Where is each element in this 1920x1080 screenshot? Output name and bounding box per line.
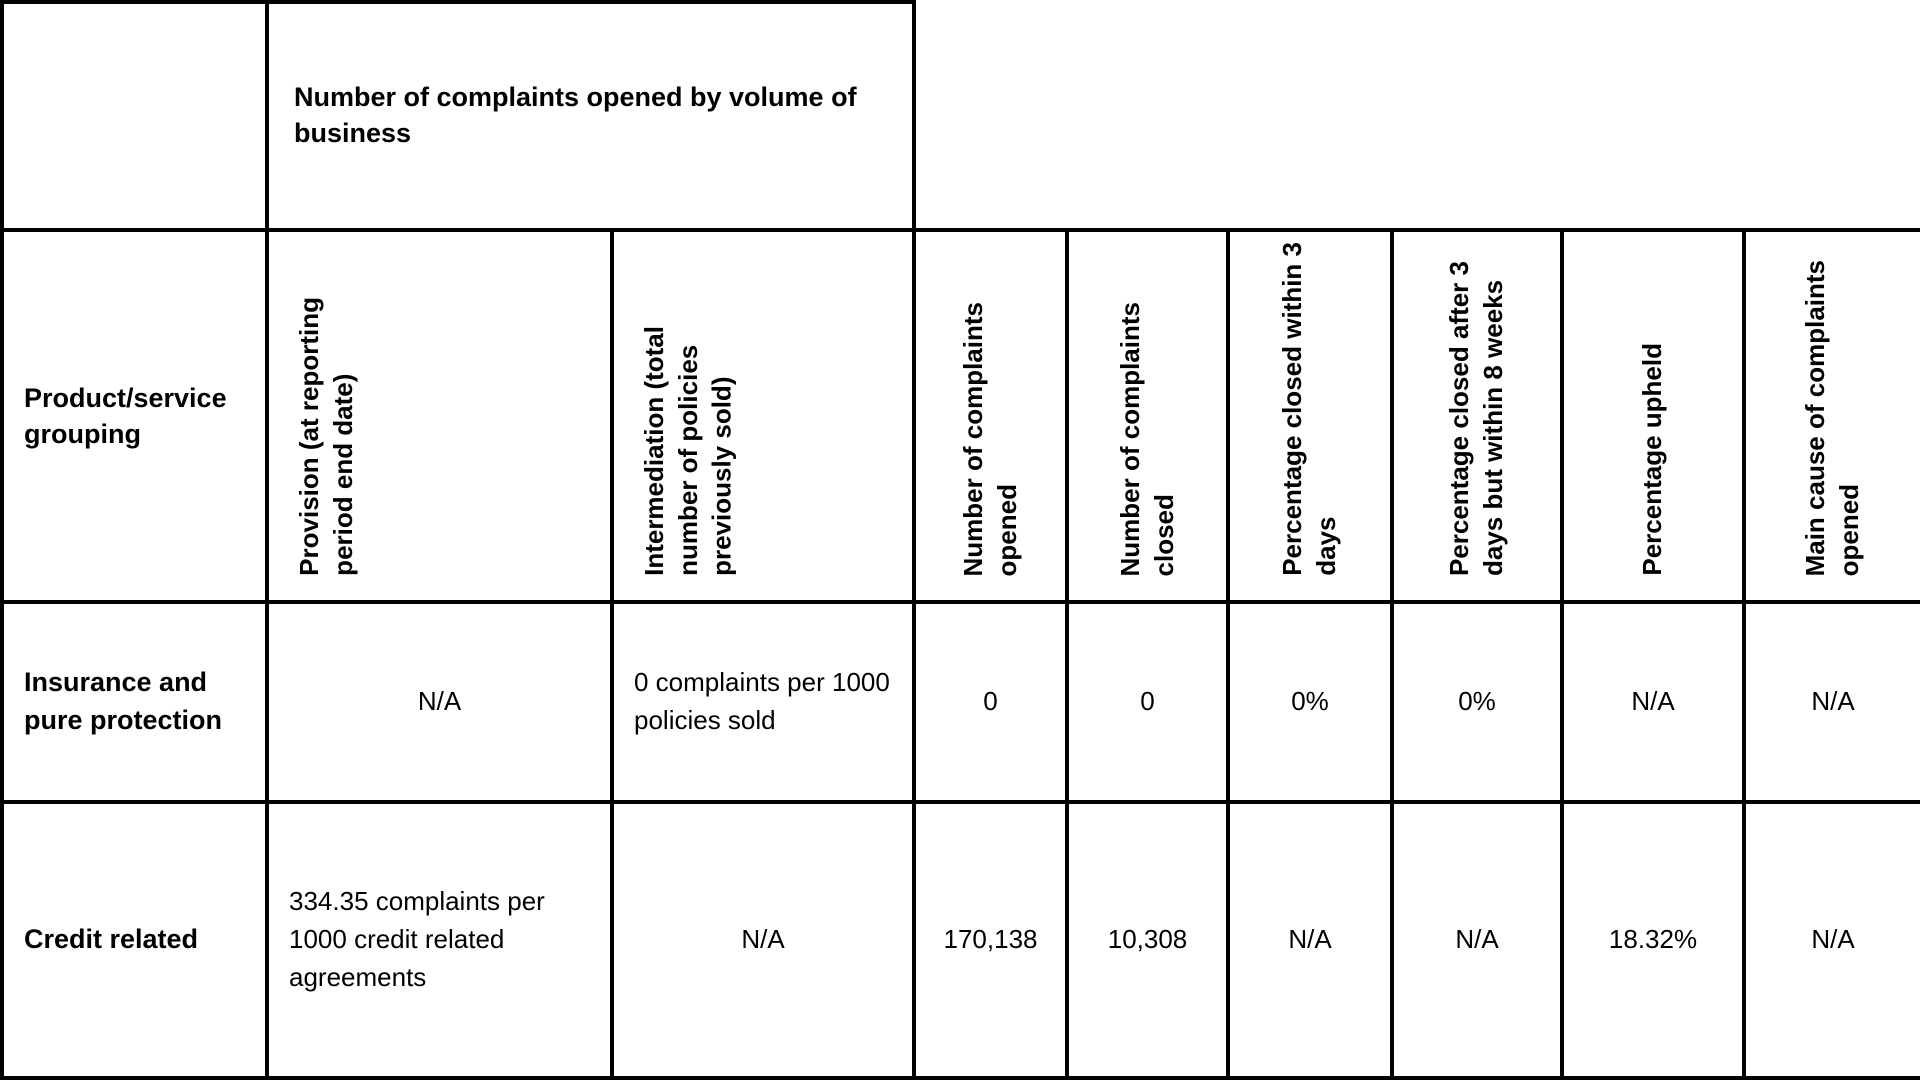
cell-insurance-intermediation: 0 complaints per 1000 policies sold xyxy=(610,600,916,804)
cell-insurance-main-cause: N/A xyxy=(1741,600,1920,804)
row-label-insurance: Insurance and pure protection xyxy=(0,600,269,804)
title-band-row: Number of complaints opened by volume of… xyxy=(0,0,1920,232)
col-header-pct-closed-after-3-days: Percentage closed after 3 days but withi… xyxy=(1390,228,1564,604)
col-header-intermediation-label: Intermediation (total number of policies… xyxy=(639,326,737,576)
cell-credit-pct-closed-within-3-days: N/A xyxy=(1226,800,1394,1080)
col-header-number-closed-label: Number of complaints closed xyxy=(1114,301,1179,576)
cell-insurance-pct-closed-after-3-days: 0% xyxy=(1390,600,1564,804)
cell-credit-number-opened: 170,138 xyxy=(912,800,1069,1080)
cell-insurance-provision: N/A xyxy=(265,600,614,804)
cell-credit-number-closed: 10,308 xyxy=(1065,800,1230,1080)
col-header-intermediation: Intermediation (total number of policies… xyxy=(610,228,916,604)
col-header-number-closed: Number of complaints closed xyxy=(1065,228,1230,604)
cell-insurance-number-opened: 0 xyxy=(912,600,1069,804)
col-header-provision: Provision (at reporting period end date) xyxy=(265,228,614,604)
col-header-main-cause: Main cause of complaints opened xyxy=(1741,228,1920,604)
cell-insurance-pct-closed-within-3-days: 0% xyxy=(1226,600,1394,804)
col-header-pct-closed-within-3-days: Percentage closed within 3 days xyxy=(1226,228,1394,604)
cell-credit-pct-closed-after-3-days: N/A xyxy=(1390,800,1564,1080)
col-header-pct-upheld-label: Percentage upheld xyxy=(1637,343,1668,576)
cell-credit-intermediation: N/A xyxy=(610,800,916,1080)
col-header-number-opened: Number of complaints opened xyxy=(912,228,1069,604)
cell-credit-main-cause: N/A xyxy=(1741,800,1920,1080)
col-header-number-opened-label: Number of complaints opened xyxy=(957,301,1022,576)
column-header-row: Product/service grouping Provision (at r… xyxy=(0,228,1920,604)
cell-insurance-number-closed: 0 xyxy=(1065,600,1230,804)
col-header-pct-closed-after-3-days-label: Percentage closed after 3 days but withi… xyxy=(1444,260,1508,576)
col-header-provision-label: Provision (at reporting period end date) xyxy=(294,297,358,576)
table-row-credit-related: Credit related 334.35 complaints per 100… xyxy=(0,800,1920,1080)
col-header-pct-closed-within-3-days-label: Percentage closed within 3 days xyxy=(1277,242,1341,576)
col-header-product-service-grouping: Product/service grouping xyxy=(0,228,269,604)
corner-empty-cell xyxy=(0,0,269,232)
table-row-insurance-pure-protection: Insurance and pure protection N/A 0 comp… xyxy=(0,600,1920,804)
col-header-pct-upheld: Percentage upheld xyxy=(1560,228,1746,604)
cell-insurance-pct-upheld: N/A xyxy=(1560,600,1746,804)
cell-credit-provision: 334.35 complaints per 1000 credit relate… xyxy=(265,800,614,1080)
col-header-main-cause-label: Main cause of complaints opened xyxy=(1800,259,1865,576)
title-band-empty-area xyxy=(914,2,1920,230)
merged-volume-of-business-header: Number of complaints opened by volume of… xyxy=(265,0,916,232)
row-label-credit-related: Credit related xyxy=(0,800,269,1080)
cell-credit-pct-upheld: 18.32% xyxy=(1560,800,1746,1080)
